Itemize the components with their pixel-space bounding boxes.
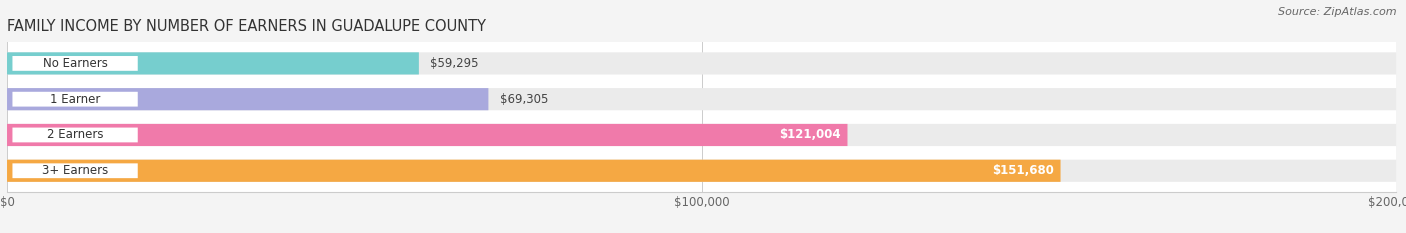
FancyBboxPatch shape xyxy=(11,126,139,144)
FancyBboxPatch shape xyxy=(11,55,139,72)
FancyBboxPatch shape xyxy=(7,124,848,146)
FancyBboxPatch shape xyxy=(11,91,139,108)
FancyBboxPatch shape xyxy=(7,52,1396,75)
Text: No Earners: No Earners xyxy=(42,57,107,70)
Text: $151,680: $151,680 xyxy=(991,164,1053,177)
FancyBboxPatch shape xyxy=(7,160,1396,182)
Text: $69,305: $69,305 xyxy=(499,93,548,106)
Text: 3+ Earners: 3+ Earners xyxy=(42,164,108,177)
Text: 2 Earners: 2 Earners xyxy=(46,128,104,141)
FancyBboxPatch shape xyxy=(11,162,139,179)
FancyBboxPatch shape xyxy=(7,160,1060,182)
Text: FAMILY INCOME BY NUMBER OF EARNERS IN GUADALUPE COUNTY: FAMILY INCOME BY NUMBER OF EARNERS IN GU… xyxy=(7,19,486,34)
FancyBboxPatch shape xyxy=(7,88,488,110)
Text: 1 Earner: 1 Earner xyxy=(49,93,100,106)
Text: $121,004: $121,004 xyxy=(779,128,841,141)
FancyBboxPatch shape xyxy=(7,124,1396,146)
FancyBboxPatch shape xyxy=(7,52,419,75)
Text: Source: ZipAtlas.com: Source: ZipAtlas.com xyxy=(1278,7,1396,17)
Text: $59,295: $59,295 xyxy=(430,57,478,70)
FancyBboxPatch shape xyxy=(7,88,1396,110)
